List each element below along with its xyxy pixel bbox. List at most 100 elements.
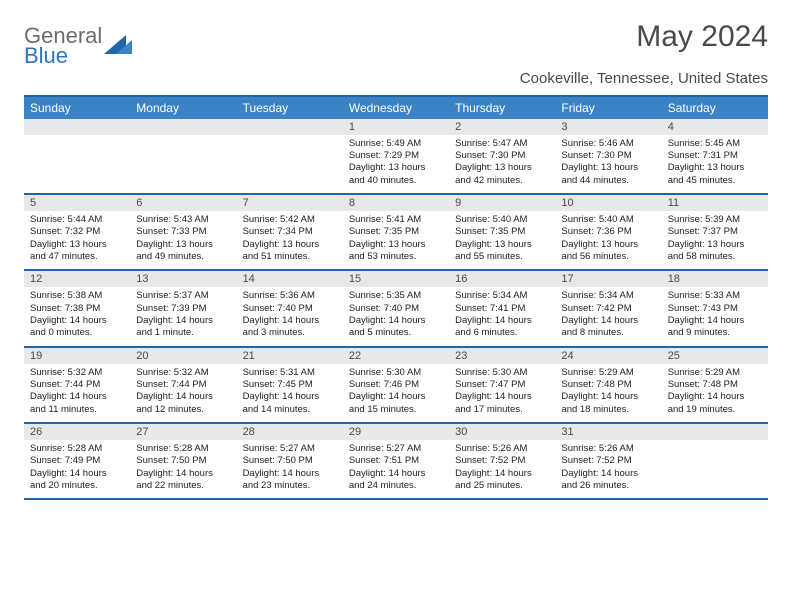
day-body: Sunrise: 5:27 AMSunset: 7:51 PMDaylight:…: [343, 440, 449, 498]
day-body: Sunrise: 5:44 AMSunset: 7:32 PMDaylight:…: [24, 211, 130, 269]
sunset-line: Sunset: 7:44 PM: [30, 379, 124, 391]
calendar-day-cell: 30Sunrise: 5:26 AMSunset: 7:52 PMDayligh…: [449, 424, 555, 498]
sunrise-line: Sunrise: 5:26 AM: [561, 443, 655, 455]
sunset-line: Sunset: 7:31 PM: [668, 150, 762, 162]
sunset-line: Sunset: 7:43 PM: [668, 303, 762, 315]
sunset-line: Sunset: 7:30 PM: [561, 150, 655, 162]
day-body: Sunrise: 5:39 AMSunset: 7:37 PMDaylight:…: [662, 211, 768, 269]
daylight-line: Daylight: 13 hours and 56 minutes.: [561, 239, 655, 264]
calendar-header-cell: Friday: [555, 97, 661, 119]
day-body: Sunrise: 5:33 AMSunset: 7:43 PMDaylight:…: [662, 287, 768, 345]
day-body: Sunrise: 5:32 AMSunset: 7:44 PMDaylight:…: [130, 364, 236, 422]
daylight-line: Daylight: 14 hours and 5 minutes.: [349, 315, 443, 340]
daylight-line: Daylight: 14 hours and 25 minutes.: [455, 468, 549, 493]
sunset-line: Sunset: 7:48 PM: [668, 379, 762, 391]
daylight-line: Daylight: 13 hours and 44 minutes.: [561, 162, 655, 187]
calendar-week-row: 26Sunrise: 5:28 AMSunset: 7:49 PMDayligh…: [24, 424, 768, 500]
day-body: Sunrise: 5:29 AMSunset: 7:48 PMDaylight:…: [662, 364, 768, 422]
sunset-line: Sunset: 7:35 PM: [455, 226, 549, 238]
sunrise-line: Sunrise: 5:32 AM: [136, 367, 230, 379]
calendar-day-cell: 23Sunrise: 5:30 AMSunset: 7:47 PMDayligh…: [449, 348, 555, 422]
daynum-bar: 18: [662, 271, 768, 287]
day-body: Sunrise: 5:36 AMSunset: 7:40 PMDaylight:…: [237, 287, 343, 345]
sunset-line: Sunset: 7:47 PM: [455, 379, 549, 391]
sunset-line: Sunset: 7:45 PM: [243, 379, 337, 391]
daynum-bar: 28: [237, 424, 343, 440]
day-body-empty: [24, 135, 130, 193]
calendar-day-cell: 24Sunrise: 5:29 AMSunset: 7:48 PMDayligh…: [555, 348, 661, 422]
calendar-header-cell: Wednesday: [343, 97, 449, 119]
day-body: Sunrise: 5:46 AMSunset: 7:30 PMDaylight:…: [555, 135, 661, 193]
daylight-line: Daylight: 14 hours and 6 minutes.: [455, 315, 549, 340]
daylight-line: Daylight: 14 hours and 24 minutes.: [349, 468, 443, 493]
calendar-day-cell: 6Sunrise: 5:43 AMSunset: 7:33 PMDaylight…: [130, 195, 236, 269]
sunset-line: Sunset: 7:41 PM: [455, 303, 549, 315]
calendar-day-cell: 27Sunrise: 5:28 AMSunset: 7:50 PMDayligh…: [130, 424, 236, 498]
calendar-header-row: SundayMondayTuesdayWednesdayThursdayFrid…: [24, 97, 768, 119]
sunset-line: Sunset: 7:44 PM: [136, 379, 230, 391]
day-body: Sunrise: 5:38 AMSunset: 7:38 PMDaylight:…: [24, 287, 130, 345]
calendar-container: SundayMondayTuesdayWednesdayThursdayFrid…: [24, 95, 768, 501]
calendar-day-cell: 29Sunrise: 5:27 AMSunset: 7:51 PMDayligh…: [343, 424, 449, 498]
sunrise-line: Sunrise: 5:29 AM: [561, 367, 655, 379]
sunset-line: Sunset: 7:48 PM: [561, 379, 655, 391]
sunset-line: Sunset: 7:52 PM: [455, 455, 549, 467]
daylight-line: Daylight: 14 hours and 12 minutes.: [136, 391, 230, 416]
calendar-header-cell: Monday: [130, 97, 236, 119]
calendar-day-cell: 14Sunrise: 5:36 AMSunset: 7:40 PMDayligh…: [237, 271, 343, 345]
daylight-line: Daylight: 14 hours and 22 minutes.: [136, 468, 230, 493]
daylight-line: Daylight: 13 hours and 40 minutes.: [349, 162, 443, 187]
daynum-bar: 8: [343, 195, 449, 211]
daylight-line: Daylight: 13 hours and 49 minutes.: [136, 239, 230, 264]
calendar-day-cell: 3Sunrise: 5:46 AMSunset: 7:30 PMDaylight…: [555, 119, 661, 193]
brand-mark-icon: [104, 32, 132, 59]
calendar-header-cell: Saturday: [662, 97, 768, 119]
sunrise-line: Sunrise: 5:34 AM: [561, 290, 655, 302]
calendar-header-cell: Thursday: [449, 97, 555, 119]
sunrise-line: Sunrise: 5:33 AM: [668, 290, 762, 302]
calendar-day-cell: 4Sunrise: 5:45 AMSunset: 7:31 PMDaylight…: [662, 119, 768, 193]
sunrise-line: Sunrise: 5:46 AM: [561, 138, 655, 150]
day-body: Sunrise: 5:42 AMSunset: 7:34 PMDaylight:…: [237, 211, 343, 269]
daylight-line: Daylight: 14 hours and 17 minutes.: [455, 391, 549, 416]
brand-word-2: Blue: [24, 43, 68, 68]
sunset-line: Sunset: 7:32 PM: [30, 226, 124, 238]
sunrise-line: Sunrise: 5:31 AM: [243, 367, 337, 379]
daynum-bar: 13: [130, 271, 236, 287]
sunrise-line: Sunrise: 5:27 AM: [243, 443, 337, 455]
sunrise-line: Sunrise: 5:40 AM: [561, 214, 655, 226]
daynum-bar: 25: [662, 348, 768, 364]
calendar-day-cell: 8Sunrise: 5:41 AMSunset: 7:35 PMDaylight…: [343, 195, 449, 269]
sunset-line: Sunset: 7:30 PM: [455, 150, 549, 162]
calendar-day-cell: 16Sunrise: 5:34 AMSunset: 7:41 PMDayligh…: [449, 271, 555, 345]
daynum-bar-empty: [237, 119, 343, 135]
calendar-week-row: 19Sunrise: 5:32 AMSunset: 7:44 PMDayligh…: [24, 348, 768, 424]
sunrise-line: Sunrise: 5:40 AM: [455, 214, 549, 226]
calendar-week-row: 12Sunrise: 5:38 AMSunset: 7:38 PMDayligh…: [24, 271, 768, 347]
daynum-bar: 29: [343, 424, 449, 440]
daynum-bar-empty: [24, 119, 130, 135]
daynum-bar: 23: [449, 348, 555, 364]
calendar-day-cell: 21Sunrise: 5:31 AMSunset: 7:45 PMDayligh…: [237, 348, 343, 422]
day-body: Sunrise: 5:29 AMSunset: 7:48 PMDaylight:…: [555, 364, 661, 422]
daylight-line: Daylight: 14 hours and 23 minutes.: [243, 468, 337, 493]
daylight-line: Daylight: 14 hours and 14 minutes.: [243, 391, 337, 416]
sunrise-line: Sunrise: 5:32 AM: [30, 367, 124, 379]
daynum-bar: 15: [343, 271, 449, 287]
calendar-day-cell: [662, 424, 768, 498]
calendar-day-cell: 7Sunrise: 5:42 AMSunset: 7:34 PMDaylight…: [237, 195, 343, 269]
brand-text: General Blue: [24, 26, 102, 66]
daynum-bar: 9: [449, 195, 555, 211]
sunrise-line: Sunrise: 5:27 AM: [349, 443, 443, 455]
daynum-bar: 4: [662, 119, 768, 135]
daynum-bar: 17: [555, 271, 661, 287]
day-body: Sunrise: 5:28 AMSunset: 7:49 PMDaylight:…: [24, 440, 130, 498]
sunset-line: Sunset: 7:36 PM: [561, 226, 655, 238]
day-body: Sunrise: 5:41 AMSunset: 7:35 PMDaylight:…: [343, 211, 449, 269]
calendar-day-cell: 28Sunrise: 5:27 AMSunset: 7:50 PMDayligh…: [237, 424, 343, 498]
day-body: Sunrise: 5:37 AMSunset: 7:39 PMDaylight:…: [130, 287, 236, 345]
calendar-day-cell: [130, 119, 236, 193]
sunset-line: Sunset: 7:42 PM: [561, 303, 655, 315]
daynum-bar: 26: [24, 424, 130, 440]
daynum-bar: 11: [662, 195, 768, 211]
